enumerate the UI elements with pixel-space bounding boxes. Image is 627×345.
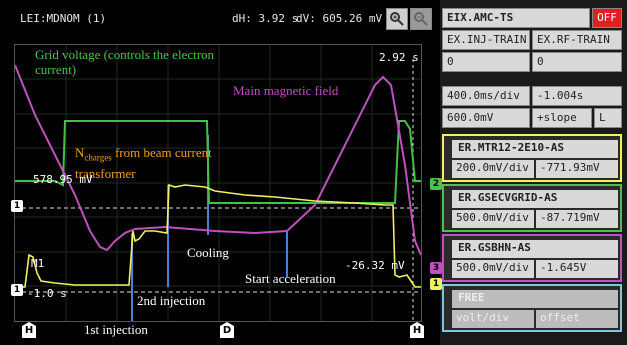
channel-4-box[interactable]: FREE volt/div offset (442, 284, 622, 332)
level-left-readout: 578.95 mV (33, 173, 93, 186)
channel-1-right-marker[interactable]: 1 (430, 278, 442, 290)
off-button[interactable]: OFF (592, 8, 622, 28)
level-right-readout: -26.32 mV (345, 259, 405, 272)
channel-2-offset[interactable]: -87.719mV (536, 210, 618, 228)
channel-3-right-marker[interactable]: 3 (430, 262, 442, 274)
oscilloscope-display: LEI:MDNOM (1) dH: 3.92 s dV: 605.26 mV (0, 0, 442, 345)
scope-header: LEI:MDNOM (1) dH: 3.92 s dV: 605.26 mV (0, 0, 440, 44)
time-left-readout: -1.0 s (27, 287, 67, 300)
time-readout: 2.92 s (379, 51, 419, 64)
waveform-traces (15, 45, 421, 321)
channel-1-lower-marker[interactable]: 1 (11, 284, 23, 296)
zoom-out-button[interactable] (410, 8, 432, 30)
start-acceleration-annotation: Start acceleration (245, 271, 336, 286)
d-marker[interactable]: D (220, 322, 234, 338)
magnify-plus-icon (390, 12, 404, 26)
slope-mode-select[interactable]: L (594, 108, 622, 128)
dv-readout: dV: 605.26 mV (296, 12, 383, 25)
yellow-trace (15, 183, 421, 288)
source-label: LEI:MDNOM (1) (20, 12, 107, 25)
trigger-level-field[interactable]: 600.0mV (442, 108, 530, 128)
cooling-annotation: Cooling (187, 245, 229, 260)
first-injection-annotation: 1st injection (84, 322, 148, 337)
trigger-a-value[interactable]: 0 (442, 52, 530, 72)
delay-field[interactable]: -1.004s (532, 86, 622, 106)
h-marker-left[interactable]: H (22, 322, 36, 338)
trigger-b-value[interactable]: 0 (532, 52, 622, 72)
ncharges-suffix: from beam current transformer (75, 145, 212, 181)
channel-4-offset[interactable]: offset (536, 310, 618, 328)
zoom-in-button[interactable] (386, 8, 408, 30)
channel-3-scale[interactable]: 500.0mV/div (452, 260, 534, 278)
channel-1-box[interactable]: ER.MTR12-2E10-AS 200.0mV/div -771.93mV (442, 134, 622, 182)
ncharges-prefix: N (75, 145, 85, 160)
magnify-minus-icon (414, 12, 428, 26)
control-panel: EIX.AMC-TS OFF EX.INJ-TRAIN EX.RF-TRAIN … (442, 8, 622, 338)
plot-area[interactable]: Grid voltage (controls the electron curr… (14, 44, 422, 322)
panel-title: EIX.AMC-TS (442, 8, 590, 28)
ncharges-annotation: Ncharges from beam current transformer (75, 145, 235, 181)
channel-1-left-marker[interactable]: 1 (11, 200, 23, 212)
channel-1-offset[interactable]: -771.93mV (536, 160, 618, 178)
channel-3-offset[interactable]: -1.645V (536, 260, 618, 278)
magenta-trace (15, 64, 421, 256)
slope-select[interactable]: +slope (532, 108, 592, 128)
m1-label: M1 (31, 257, 45, 270)
channel-1-scale[interactable]: 200.0mV/div (452, 160, 534, 178)
main-field-annotation: Main magnetic field (233, 83, 339, 98)
channel-3-name: ER.GSBHN-AS (452, 240, 618, 258)
channel-2-scale[interactable]: 500.0mV/div (452, 210, 534, 228)
channel-2-right-marker[interactable]: 2 (430, 178, 442, 190)
channel-2-box[interactable]: ER.GSECVGRID-AS 500.0mV/div -87.719mV (442, 184, 622, 232)
second-injection-annotation: 2nd injection (137, 293, 206, 308)
ncharges-subscript: charges (84, 152, 112, 163)
channel-1-name: ER.MTR12-2E10-AS (452, 140, 618, 158)
channel-2-name: ER.GSECVGRID-AS (452, 190, 618, 208)
h-marker-right[interactable]: H (410, 322, 424, 338)
green-trace (15, 120, 421, 204)
trigger-b-select[interactable]: EX.RF-TRAIN (532, 30, 622, 50)
timebase-field[interactable]: 400.0ms/div (442, 86, 530, 106)
channel-3-box[interactable]: ER.GSBHN-AS 500.0mV/div -1.645V (442, 234, 622, 282)
channel-4-name: FREE (452, 290, 618, 308)
channel-4-scale[interactable]: volt/div (452, 310, 534, 328)
trigger-a-select[interactable]: EX.INJ-TRAIN (442, 30, 530, 50)
grid-voltage-annotation: Grid voltage (controls the electron curr… (35, 47, 215, 77)
dh-readout: dH: 3.92 s (232, 12, 299, 25)
